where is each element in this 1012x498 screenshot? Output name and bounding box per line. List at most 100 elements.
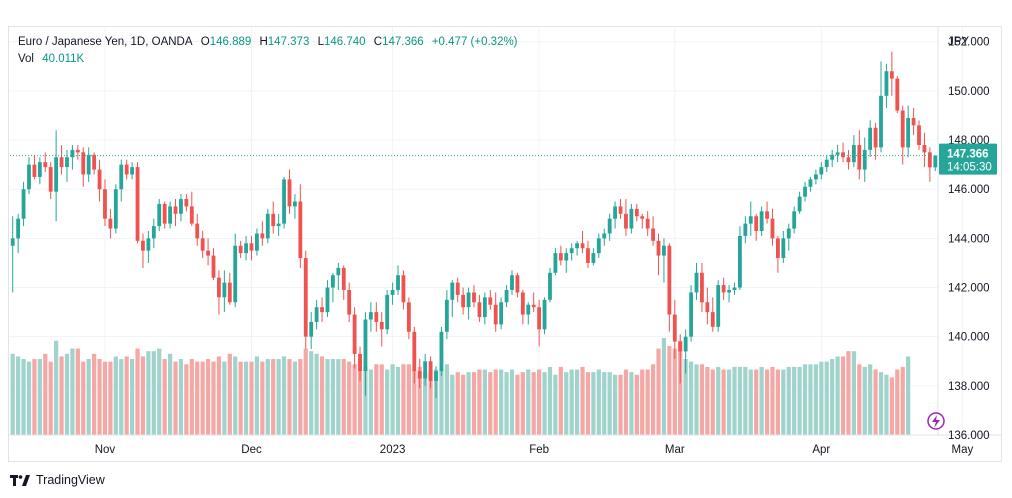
candle-body[interactable] — [113, 189, 118, 229]
candle-body[interactable] — [439, 331, 444, 372]
candle-body[interactable] — [743, 223, 748, 236]
candle-body[interactable] — [195, 223, 200, 239]
candle-body[interactable] — [889, 71, 894, 79]
candle-body[interactable] — [662, 245, 666, 256]
candle-body[interactable] — [537, 307, 542, 330]
candle-body[interactable] — [542, 299, 547, 330]
candle-body[interactable] — [835, 152, 840, 155]
candle-body[interactable] — [309, 321, 314, 337]
candle-body[interactable] — [48, 167, 53, 192]
candle-body[interactable] — [808, 179, 813, 187]
candle-body[interactable] — [586, 248, 590, 263]
candle-body[interactable] — [70, 149, 75, 158]
candle-body[interactable] — [428, 361, 433, 381]
candle-body[interactable] — [151, 226, 156, 239]
candle-body[interactable] — [548, 272, 552, 300]
candle-body[interactable] — [466, 292, 471, 308]
candle-body[interactable] — [211, 255, 216, 278]
candle-body[interactable] — [797, 196, 802, 212]
candle-body[interactable] — [553, 253, 558, 273]
candle-body[interactable] — [786, 228, 791, 239]
candle-body[interactable] — [141, 240, 145, 251]
candle-body[interactable] — [716, 285, 721, 327]
candle-body[interactable] — [81, 152, 86, 175]
candle-body[interactable] — [21, 189, 26, 219]
candle-body[interactable] — [520, 292, 525, 315]
candle-body[interactable] — [135, 167, 140, 241]
candle-body[interactable] — [575, 243, 580, 249]
candle-body[interactable] — [792, 211, 797, 229]
candle-body[interactable] — [477, 302, 482, 318]
candle-body[interactable] — [819, 167, 824, 175]
candle-body[interactable] — [314, 307, 319, 322]
symbol-title[interactable]: Euro / Japanese Yen, 1D, OANDA — [18, 36, 193, 48]
candle-body[interactable] — [770, 218, 775, 239]
candle-body[interactable] — [227, 282, 232, 303]
candle-body[interactable] — [591, 253, 596, 263]
candle-body[interactable] — [336, 267, 341, 276]
candle-body[interactable] — [103, 189, 107, 219]
candle-body[interactable] — [927, 152, 932, 168]
candle-body[interactable] — [824, 159, 829, 168]
candle-body[interactable] — [444, 299, 449, 332]
candle-body[interactable] — [97, 169, 102, 190]
candle-body[interactable] — [732, 287, 737, 290]
candle-body[interactable] — [108, 218, 113, 229]
candle-body[interactable] — [59, 157, 64, 168]
candle-body[interactable] — [146, 238, 151, 251]
candle-body[interactable] — [390, 289, 395, 295]
candle-body[interactable] — [86, 154, 91, 175]
candle-body[interactable] — [406, 302, 411, 332]
candle-body[interactable] — [624, 213, 628, 229]
candle-body[interactable] — [244, 243, 248, 254]
candle-body[interactable] — [200, 238, 205, 251]
candle-body[interactable] — [450, 282, 455, 300]
candle-body[interactable] — [184, 199, 189, 207]
candle-body[interactable] — [162, 203, 167, 224]
candle-body[interactable] — [352, 314, 357, 354]
candle-body[interactable] — [765, 211, 769, 219]
candle-body[interactable] — [656, 240, 661, 256]
candle-body[interactable] — [504, 289, 509, 303]
candle-body[interactable] — [629, 208, 634, 229]
candle-body[interactable] — [189, 206, 194, 224]
candle-body[interactable] — [320, 307, 324, 313]
candle-body[interactable] — [303, 258, 308, 337]
candle-body[interactable] — [10, 238, 15, 246]
candle-body[interactable] — [282, 179, 286, 224]
candle-body[interactable] — [710, 312, 715, 327]
candle-body[interactable] — [640, 216, 645, 219]
candle-body[interactable] — [461, 294, 466, 308]
candle-body[interactable] — [374, 312, 379, 322]
candle-body[interactable] — [922, 144, 927, 153]
candle-body[interactable] — [347, 289, 352, 315]
candle-body[interactable] — [455, 282, 460, 295]
candle-body[interactable] — [488, 297, 493, 305]
candle-body[interactable] — [401, 275, 406, 303]
candle-body[interactable] — [613, 206, 618, 219]
candle-body[interactable] — [217, 277, 221, 298]
candle-body[interactable] — [287, 179, 292, 207]
candle-body[interactable] — [846, 157, 851, 163]
candle-body[interactable] — [667, 245, 672, 315]
candle-body[interactable] — [781, 238, 786, 259]
candle-body[interactable] — [396, 275, 400, 290]
candle-body[interactable] — [179, 199, 183, 214]
candle-body[interactable] — [358, 353, 362, 372]
tradingview-footer[interactable]: TradingView — [10, 473, 105, 487]
candle-body[interactable] — [900, 110, 905, 148]
candle-body[interactable] — [325, 287, 330, 313]
candle-body[interactable] — [510, 275, 514, 290]
candle-body[interactable] — [499, 302, 504, 325]
candle-body[interactable] — [16, 218, 21, 239]
candle-body[interactable] — [292, 201, 297, 207]
candle-body[interactable] — [43, 162, 48, 168]
candle-body[interactable] — [168, 206, 173, 224]
candle-body[interactable] — [124, 164, 129, 175]
candle-body[interactable] — [895, 78, 900, 111]
candle-body[interactable] — [580, 243, 585, 249]
candle-body[interactable] — [813, 174, 818, 180]
candle-body[interactable] — [75, 149, 80, 153]
candle-body[interactable] — [564, 253, 569, 261]
